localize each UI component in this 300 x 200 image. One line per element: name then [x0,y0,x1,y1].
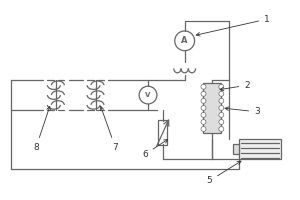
Circle shape [219,84,224,89]
Circle shape [219,91,224,96]
Bar [203,83,221,133]
Circle shape [219,120,224,124]
Text: 7: 7 [100,106,118,152]
Circle shape [219,98,224,103]
Circle shape [139,86,157,104]
Text: 6: 6 [142,139,168,159]
Circle shape [201,127,206,131]
Circle shape [201,120,206,124]
Circle shape [201,105,206,110]
Text: 3: 3 [225,107,260,116]
Circle shape [201,112,206,117]
Text: A: A [182,36,188,45]
Text: 1: 1 [196,15,270,36]
Circle shape [219,105,224,110]
Text: V: V [145,92,151,98]
Bar [233,144,239,154]
Bar [239,139,281,159]
Circle shape [219,112,224,117]
Circle shape [201,84,206,89]
Text: 8: 8 [33,106,50,152]
Circle shape [175,31,195,51]
Circle shape [201,98,206,103]
Circle shape [219,127,224,131]
Text: 2: 2 [220,81,250,91]
Bar [158,120,167,145]
Circle shape [201,91,206,96]
Text: 5: 5 [207,161,241,185]
